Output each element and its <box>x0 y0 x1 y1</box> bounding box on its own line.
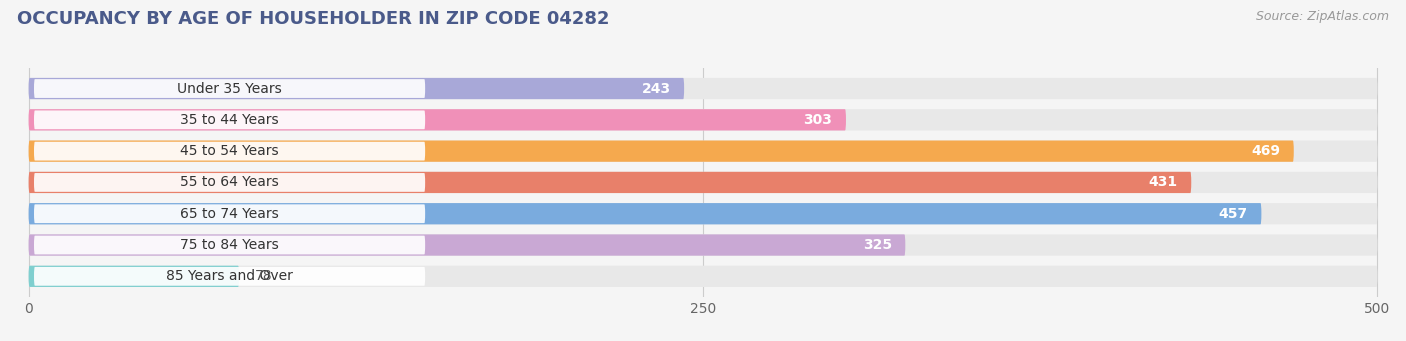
FancyBboxPatch shape <box>28 78 685 99</box>
FancyBboxPatch shape <box>34 204 425 223</box>
Text: 469: 469 <box>1251 144 1281 158</box>
FancyBboxPatch shape <box>34 142 425 161</box>
Text: 75 to 84 Years: 75 to 84 Years <box>180 238 278 252</box>
Text: 65 to 74 Years: 65 to 74 Years <box>180 207 278 221</box>
Text: Under 35 Years: Under 35 Years <box>177 81 283 95</box>
FancyBboxPatch shape <box>28 203 1261 224</box>
FancyBboxPatch shape <box>34 236 425 254</box>
FancyBboxPatch shape <box>28 140 1294 162</box>
Text: 45 to 54 Years: 45 to 54 Years <box>180 144 278 158</box>
FancyBboxPatch shape <box>28 266 1378 287</box>
FancyBboxPatch shape <box>34 173 425 192</box>
FancyBboxPatch shape <box>28 172 1191 193</box>
Text: 431: 431 <box>1149 175 1178 190</box>
FancyBboxPatch shape <box>28 140 1378 162</box>
Text: 35 to 44 Years: 35 to 44 Years <box>180 113 278 127</box>
FancyBboxPatch shape <box>28 266 239 287</box>
FancyBboxPatch shape <box>28 234 905 256</box>
Text: Source: ZipAtlas.com: Source: ZipAtlas.com <box>1256 10 1389 23</box>
FancyBboxPatch shape <box>34 110 425 129</box>
Text: 55 to 64 Years: 55 to 64 Years <box>180 175 278 190</box>
Text: 85 Years and Over: 85 Years and Over <box>166 269 292 283</box>
Text: 457: 457 <box>1219 207 1249 221</box>
FancyBboxPatch shape <box>28 234 1378 256</box>
Text: OCCUPANCY BY AGE OF HOUSEHOLDER IN ZIP CODE 04282: OCCUPANCY BY AGE OF HOUSEHOLDER IN ZIP C… <box>17 10 609 28</box>
FancyBboxPatch shape <box>28 109 1378 131</box>
FancyBboxPatch shape <box>28 203 1378 224</box>
Text: 303: 303 <box>804 113 832 127</box>
Text: 325: 325 <box>863 238 891 252</box>
FancyBboxPatch shape <box>28 172 1378 193</box>
FancyBboxPatch shape <box>34 79 425 98</box>
FancyBboxPatch shape <box>28 109 846 131</box>
FancyBboxPatch shape <box>28 78 1378 99</box>
FancyBboxPatch shape <box>34 267 425 286</box>
Text: 78: 78 <box>256 269 273 283</box>
Text: 243: 243 <box>641 81 671 95</box>
